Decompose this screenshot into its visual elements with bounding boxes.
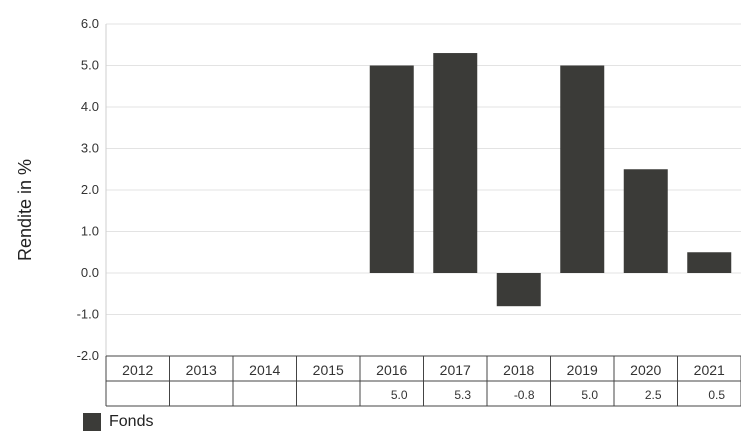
x-category-label: 2016 <box>376 362 407 378</box>
y-tick-label: 4.0 <box>81 99 99 114</box>
y-tick-label: 1.0 <box>81 224 99 239</box>
bar <box>369 65 414 273</box>
data-value-label: 5.0 <box>391 388 408 402</box>
bar <box>623 169 668 273</box>
bar <box>687 252 732 273</box>
x-category-label: 2020 <box>630 362 661 378</box>
y-tick-label: 6.0 <box>81 16 99 31</box>
x-category-label: 2019 <box>567 362 598 378</box>
x-category-label: 2021 <box>694 362 725 378</box>
data-value-label: 2.5 <box>645 388 662 402</box>
data-value-label: 5.0 <box>581 388 598 402</box>
y-axis-label: Rendite in % <box>15 159 35 261</box>
legend-label: Fonds <box>109 413 154 430</box>
y-tick-label: 5.0 <box>81 58 99 73</box>
legend: Fonds <box>83 413 153 431</box>
y-tick-label: -1.0 <box>77 307 99 322</box>
x-category-label: 2014 <box>249 362 280 378</box>
legend-swatch <box>83 413 101 431</box>
y-tick-label: -2.0 <box>77 348 99 363</box>
data-value-label: 0.5 <box>708 388 725 402</box>
x-category-label: 2015 <box>313 362 344 378</box>
data-value-label: -0.8 <box>514 388 535 402</box>
y-tick-label: 3.0 <box>81 141 99 156</box>
x-category-label: 2012 <box>122 362 153 378</box>
x-category-label: 2017 <box>440 362 471 378</box>
y-axis: 6.0 5.0 4.0 3.0 2.0 1.0 0.0 -1.0 -2.0 <box>77 16 107 363</box>
y-tick-label: 0.0 <box>81 265 99 280</box>
y-tick-label: 2.0 <box>81 182 99 197</box>
x-category-label: 2018 <box>503 362 534 378</box>
x-category-label: 2013 <box>186 362 217 378</box>
data-value-label: 5.3 <box>454 388 471 402</box>
bars <box>369 53 732 307</box>
bar <box>560 65 605 273</box>
bar <box>496 273 541 307</box>
bar <box>433 53 478 273</box>
data-table: 2012 2013 2014 2015 2016 5.0 2017 5.3 2018 -0.8 20… <box>105 355 741 407</box>
